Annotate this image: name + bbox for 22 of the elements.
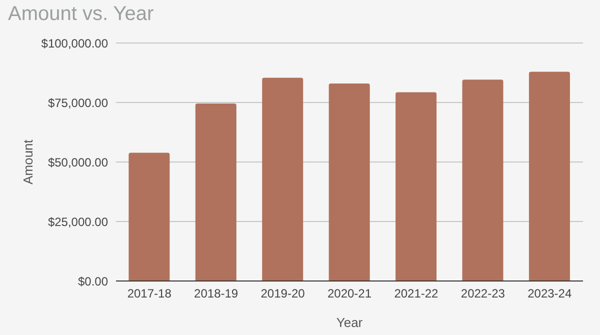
y-tick-label: $0.00	[78, 274, 108, 288]
bar	[128, 152, 170, 281]
y-tick-label: $100,000.00	[41, 36, 108, 50]
x-tick-label: 2021-22	[394, 286, 439, 301]
chart-title: Amount vs. Year	[8, 3, 154, 26]
x-axis-title: Year	[336, 315, 364, 330]
x-tick-label: 2018-19	[194, 286, 238, 301]
x-tick-label: 2017-18	[127, 286, 172, 301]
x-tick-label: 2020-21	[327, 286, 372, 301]
bar	[528, 72, 570, 281]
x-tick-label: 2022-23	[460, 286, 506, 301]
bar	[195, 103, 236, 281]
bar	[262, 78, 304, 281]
y-tick-label: $25,000.00	[48, 214, 108, 229]
y-tick-label: $50,000.00	[48, 155, 108, 170]
bar	[328, 83, 370, 281]
x-tick-label: 2023-24	[528, 286, 572, 301]
bar	[396, 92, 437, 281]
x-tick-label: 2019-20	[260, 286, 306, 301]
y-axis-title: Amount	[20, 139, 36, 184]
bar	[462, 80, 504, 281]
y-tick-label: $75,000.00	[48, 96, 108, 110]
